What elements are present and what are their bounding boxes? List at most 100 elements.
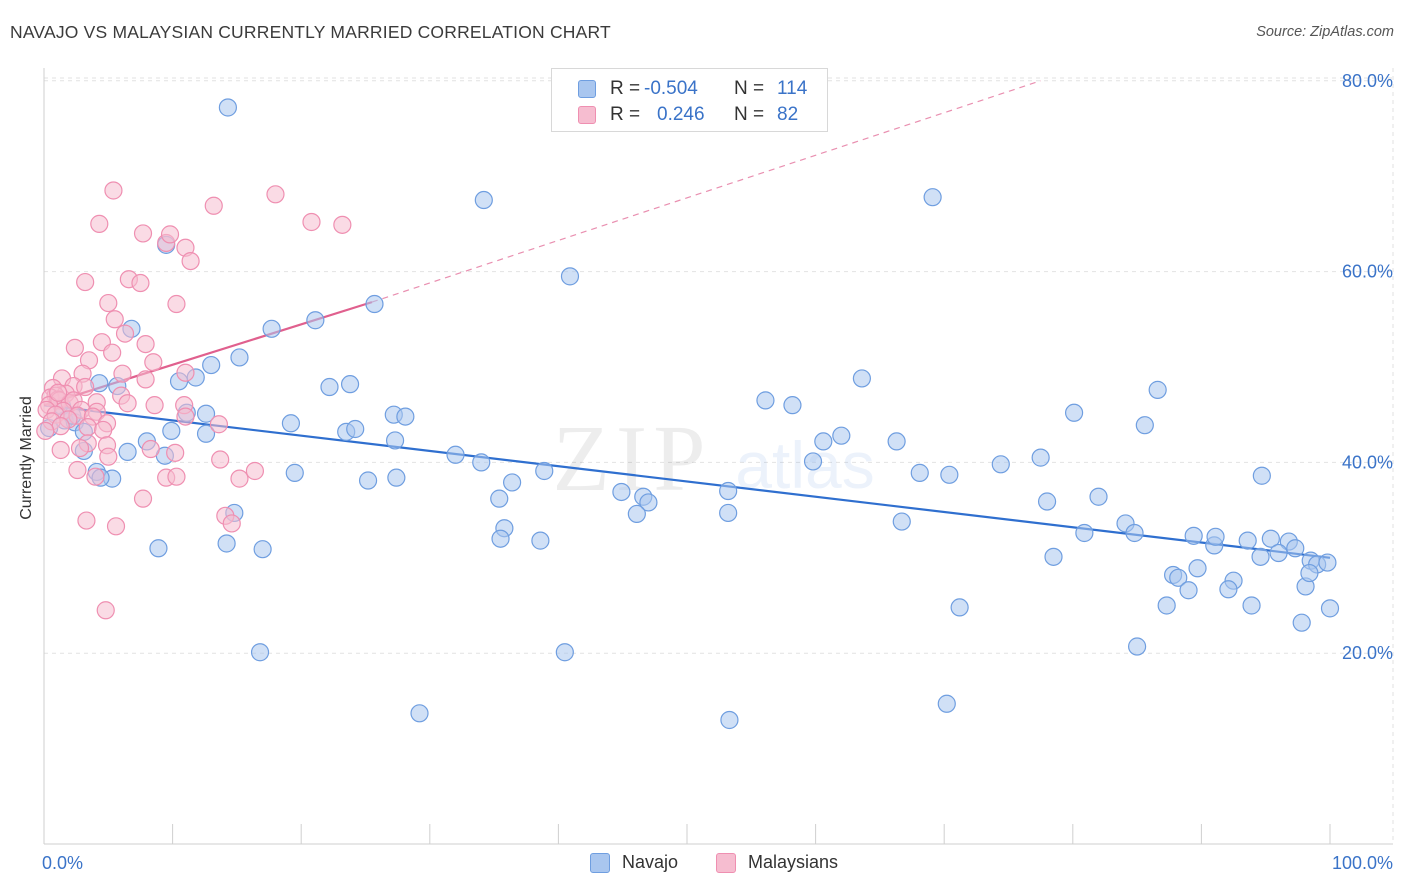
navajo-point — [1135, 416, 1154, 435]
navajo-point — [719, 503, 738, 523]
malaysian-point — [78, 417, 97, 437]
malaysian-point — [176, 363, 195, 382]
navajo-point — [340, 375, 360, 394]
navajo-point — [346, 419, 365, 439]
x-tick-label-start: 0.0% — [42, 853, 83, 873]
malaysian-point — [136, 370, 155, 389]
navajo-point — [892, 512, 911, 531]
navajo-point — [474, 190, 493, 210]
navajo-point — [446, 445, 465, 464]
malaysian-point — [51, 440, 70, 460]
malaysian-point — [77, 511, 96, 530]
navajo-point — [1169, 568, 1188, 587]
malaysian-point — [49, 383, 68, 402]
navajo-point — [202, 355, 221, 375]
n-label: N = — [734, 104, 765, 125]
navajo-point — [1184, 526, 1203, 545]
navajo-point — [1064, 403, 1084, 422]
navajo-point — [555, 643, 574, 662]
watermark-zip: ZIP — [553, 407, 712, 511]
navajo-point — [230, 348, 249, 367]
navajo-point — [1044, 547, 1063, 566]
r-value: -0.504 — [644, 78, 698, 99]
navajo-point — [410, 704, 429, 723]
navajo-point — [814, 432, 833, 451]
malaysian-point — [70, 438, 90, 458]
navajo-point — [887, 432, 906, 451]
malaysian-point — [65, 338, 84, 358]
navajo-point — [1089, 487, 1108, 506]
r-label: R = — [610, 104, 641, 125]
malaysian-point — [145, 396, 164, 415]
navajo-point — [1286, 539, 1305, 558]
navajo-point — [923, 188, 942, 207]
navajo-point — [396, 407, 415, 426]
malaysian-point — [94, 420, 113, 440]
correlation-legend: R = -0.504 N = 114 R = 0.246 N = 82 — [551, 68, 828, 132]
navajo-point — [162, 421, 181, 441]
navajo-point — [852, 369, 871, 388]
navajo-trend-line — [43, 404, 1331, 559]
malaysian-point — [68, 460, 87, 480]
malaysian-point — [118, 394, 137, 413]
navajo-point — [1157, 596, 1176, 615]
malaysian-point — [209, 415, 228, 434]
navajo-point — [503, 473, 522, 492]
navajo-point — [1219, 580, 1238, 599]
navajo-point — [1300, 563, 1319, 583]
navajo-point — [385, 431, 405, 450]
malaysian-point — [136, 334, 155, 354]
navajo-point — [262, 319, 281, 338]
navajo-point — [218, 98, 237, 117]
malaysian-point — [211, 450, 230, 469]
r-label: R = — [610, 78, 641, 99]
navajo-point — [1252, 466, 1271, 485]
y-tick-label: 40.0% — [1342, 452, 1393, 472]
data-points — [36, 98, 1340, 730]
navajo-point — [1251, 547, 1270, 566]
navajo-point — [803, 452, 823, 471]
malaysian-trend-extension — [371, 80, 1041, 303]
malaysian-point — [167, 294, 186, 314]
malaysian-point — [99, 447, 118, 466]
navajo-point — [281, 414, 301, 433]
navajo-point — [358, 471, 378, 490]
malaysian-point — [266, 185, 285, 204]
malaysian-point — [302, 212, 321, 232]
navajo-point — [1292, 613, 1311, 632]
malaysian-point — [167, 467, 186, 486]
navajo-point — [387, 468, 406, 487]
n-value: 114 — [777, 78, 808, 99]
navajo-point — [1127, 637, 1147, 656]
navajo-point — [1125, 523, 1144, 543]
navajo-point — [560, 267, 580, 286]
navajo-point — [149, 539, 168, 558]
navajo-point — [1320, 599, 1340, 618]
malaysian-point — [230, 469, 249, 488]
navajo-point — [1037, 492, 1057, 511]
malaysian-point — [103, 343, 122, 362]
navajo-point — [1261, 529, 1280, 548]
navajo-point — [991, 455, 1010, 474]
malaysian-point — [99, 293, 118, 313]
navajo-point — [250, 643, 270, 662]
navajo-point — [472, 453, 491, 472]
tick-labels: 20.0% 40.0% 60.0% 80.0% 0.0% 100.0% — [42, 71, 1393, 873]
malaysian-point — [76, 377, 95, 397]
navajo-point — [832, 426, 851, 445]
malaysian-point — [245, 461, 265, 481]
navajo-point — [118, 442, 137, 461]
navajo-point — [627, 504, 646, 524]
navajo-point — [196, 424, 216, 443]
malaysian-point — [133, 489, 153, 508]
malaysian-point — [222, 514, 241, 533]
malaysian-point — [90, 214, 109, 233]
malaysian-point — [144, 353, 163, 372]
malaysian-point — [51, 417, 70, 436]
navajo-point — [950, 598, 969, 617]
malaysian-point — [131, 273, 150, 293]
navajo-point — [910, 463, 929, 482]
malaysian-point — [160, 225, 180, 244]
malaysian-point — [141, 439, 160, 459]
